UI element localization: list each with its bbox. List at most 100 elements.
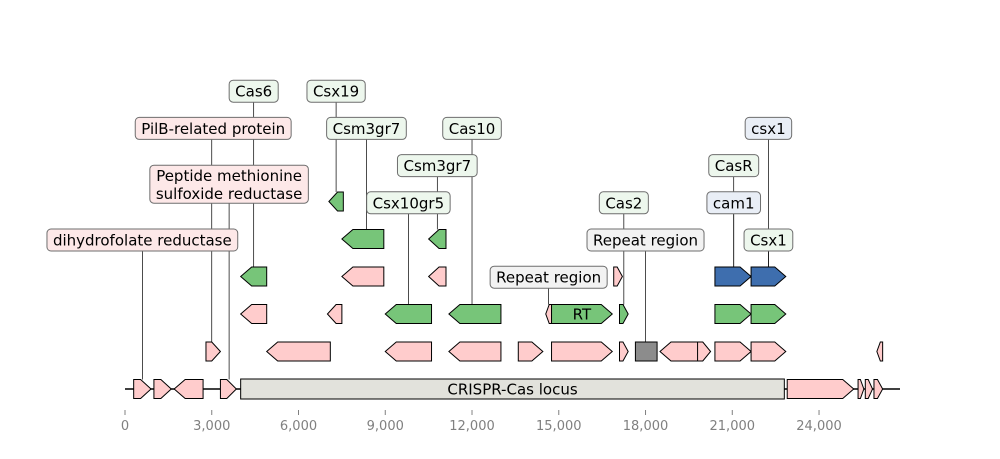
annotation-text: csx1 xyxy=(751,120,785,138)
feature-annotation: Repeat region xyxy=(489,265,608,289)
annotation-box xyxy=(396,154,478,178)
annotation-text: cam1 xyxy=(713,194,755,212)
annotation-text: Csm3gr7 xyxy=(333,120,401,138)
annotation-text: Repeat region xyxy=(593,232,698,250)
feature-annotation: Repeat region xyxy=(586,228,705,252)
annotation-text: Csx10gr5 xyxy=(373,194,444,212)
x-axis: 0 3,000 6,000 9,000 12,000 15,000 18,000 21,000… xyxy=(121,410,842,434)
gene-feature xyxy=(750,341,787,362)
annotation-box xyxy=(743,228,794,252)
annotation-box xyxy=(708,154,760,178)
gene-feature xyxy=(326,304,343,324)
annotation-text: PilB-related protein xyxy=(141,120,285,138)
gene-feature xyxy=(714,266,752,287)
gene-feature xyxy=(873,379,884,399)
annotation-text: CasR xyxy=(715,157,753,175)
gene-feature xyxy=(517,341,544,362)
gene-feature xyxy=(551,304,614,324)
axis-tick-label: 0 xyxy=(121,419,129,434)
feature-annotation: csx1 xyxy=(744,116,793,140)
gene-feature xyxy=(219,379,238,399)
feature-annotation: Csx1 xyxy=(743,228,794,252)
gene-feature-label: RT xyxy=(573,306,592,324)
gene-feature xyxy=(153,379,173,399)
annotation-box xyxy=(598,191,649,215)
gene-feature xyxy=(265,341,331,362)
feature-annotation: Cas2 xyxy=(598,191,649,215)
axis-tick-label: 21,000 xyxy=(710,419,756,434)
feature-annotation: Csm3gr7 xyxy=(326,116,407,140)
annotation-text: dihydrofolate reductase xyxy=(53,232,232,250)
annotation-text-line2: sulfoxide reductase xyxy=(156,185,303,203)
annotation-text: Csx1 xyxy=(750,232,787,250)
gene-feature xyxy=(384,304,433,324)
gene-feature xyxy=(714,304,752,324)
annotation-box xyxy=(306,79,366,103)
gene-feature xyxy=(341,266,385,287)
annotation-text: Peptide methionine xyxy=(156,167,302,185)
gene-feature xyxy=(697,341,712,362)
gene-feature xyxy=(786,379,855,399)
gene-feature xyxy=(750,304,787,324)
crispr-cas-locus-label: CRISPR-Cas locus xyxy=(447,381,577,399)
gene-feature xyxy=(618,341,629,362)
gene-feature xyxy=(714,341,752,362)
annotation-text: Csm3gr7 xyxy=(403,157,471,175)
gene-feature xyxy=(205,341,222,362)
annotation-box xyxy=(326,116,407,140)
gene-feature xyxy=(659,341,700,362)
gene-feature xyxy=(173,379,204,399)
gene-feature xyxy=(427,266,447,287)
gene-feature xyxy=(328,191,344,212)
feature-annotation: Cas10 xyxy=(442,116,502,140)
annotation-text: Cas2 xyxy=(605,194,642,212)
annotation-box xyxy=(46,228,239,252)
annotation-box xyxy=(366,191,451,215)
annotation-text: Csx19 xyxy=(313,83,359,101)
annotation-box xyxy=(744,116,793,140)
gene-feature xyxy=(545,304,553,324)
feature-annotation: CasR xyxy=(708,154,760,178)
gene-feature xyxy=(750,266,787,287)
gene-feature xyxy=(384,341,433,362)
gene-feature xyxy=(133,379,152,399)
annotation-box xyxy=(586,228,705,252)
gene-feature xyxy=(239,304,268,324)
annotation-box xyxy=(489,265,608,289)
gene-feature xyxy=(427,229,447,249)
annotation-text: Cas10 xyxy=(449,120,496,138)
gene-feature xyxy=(864,379,874,399)
feature-labels: Cas6 Csx19 PilB-related protein Csm3gr7 Cas1… xyxy=(46,79,794,289)
annotation-box xyxy=(442,116,502,140)
gene-feature xyxy=(618,304,629,324)
gene-feature xyxy=(857,379,865,399)
gene-feature xyxy=(876,341,884,362)
feature-annotation: Cas6 xyxy=(228,79,279,103)
annotation-box xyxy=(706,191,762,215)
gene-feature xyxy=(448,341,502,362)
annotation-box xyxy=(149,164,309,204)
feature-annotation: cam1 xyxy=(706,191,762,215)
axis-tick-label: 6,000 xyxy=(280,419,317,434)
annotation-text: Repeat region xyxy=(496,269,601,287)
annotation-text: Cas6 xyxy=(235,83,272,101)
axis-tick-label: 15,000 xyxy=(536,419,582,434)
features: CRISPR-Cas locus RT xyxy=(133,191,884,400)
annotation-box xyxy=(228,79,279,103)
axis-tick-label: 18,000 xyxy=(623,419,669,434)
axis-tick-label: 3,000 xyxy=(193,419,230,434)
feature-annotation: Csx10gr5 xyxy=(366,191,451,215)
axis-tick-label: 9,000 xyxy=(367,419,404,434)
gene-feature xyxy=(551,341,614,362)
gene-feature xyxy=(634,341,658,362)
gene-feature xyxy=(448,304,502,324)
axis-tick-label: 24,000 xyxy=(796,419,842,434)
feature-annotation: Csx19 xyxy=(306,79,366,103)
gene-feature xyxy=(239,266,268,287)
feature-annotation: Csm3gr7 xyxy=(396,154,478,178)
feature-annotation: dihydrofolate reductase xyxy=(46,228,239,252)
feature-annotation: PilB-related protein xyxy=(134,116,292,140)
